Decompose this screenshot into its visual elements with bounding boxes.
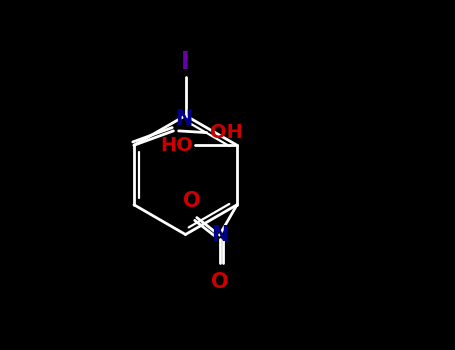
Text: O: O [211, 272, 228, 292]
Text: OH: OH [210, 123, 243, 142]
Text: HO: HO [161, 136, 193, 155]
Text: N: N [211, 225, 228, 245]
Text: I: I [181, 50, 190, 74]
Text: O: O [183, 190, 200, 211]
Text: N: N [175, 109, 192, 129]
